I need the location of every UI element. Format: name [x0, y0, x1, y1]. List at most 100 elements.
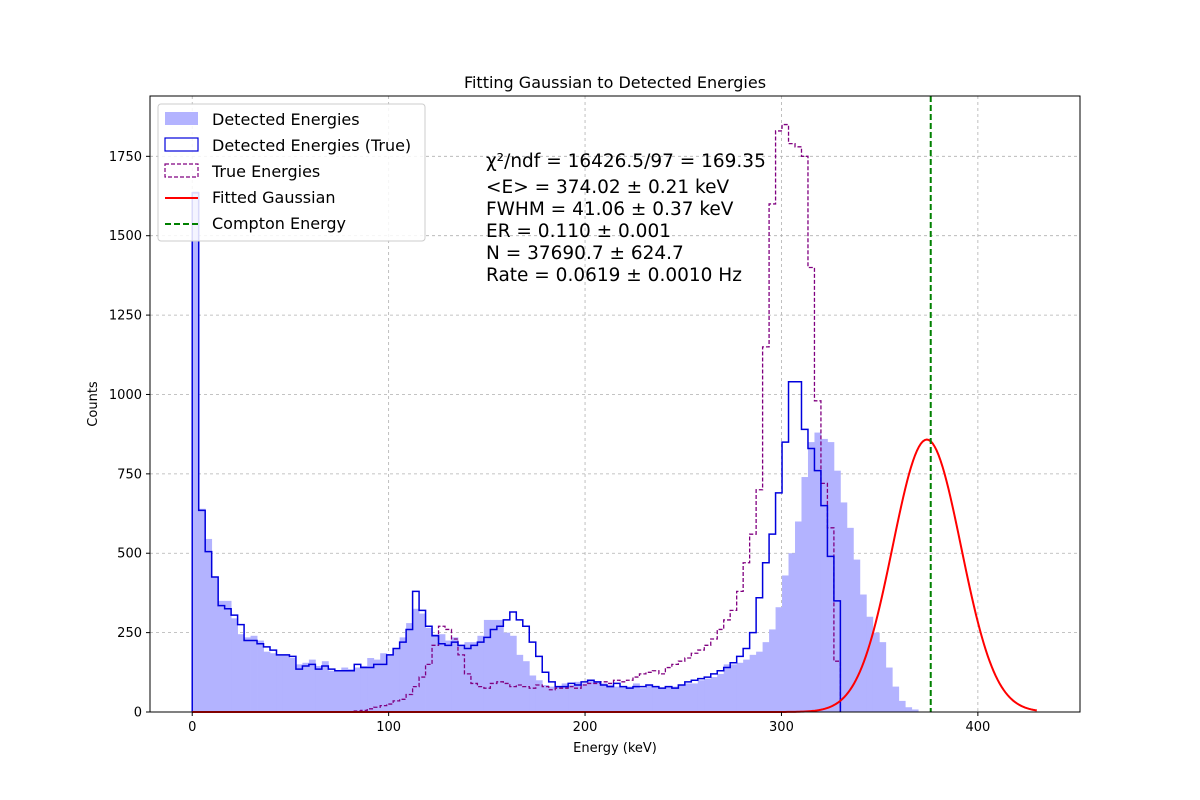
detected-bar — [373, 659, 381, 712]
detected-bar — [496, 619, 504, 712]
detected-bar — [237, 634, 245, 712]
legend-label-true: True Energies — [211, 162, 320, 181]
detected-bar — [231, 618, 238, 712]
detected-bar — [302, 662, 310, 712]
detected-bar — [457, 645, 465, 712]
detected-bar — [399, 637, 407, 712]
x-tick-label: 300 — [769, 720, 794, 735]
detected-bar — [432, 634, 439, 712]
detected-bar — [905, 707, 913, 712]
detected-bar — [360, 665, 368, 712]
annotation-fwhm: FWHM = 41.06 ± 0.37 keV — [486, 199, 734, 220]
legend-entry-gaussian: Fitted Gaussian — [165, 188, 336, 207]
detected-bar — [639, 688, 647, 712]
detected-bar — [263, 651, 271, 712]
detected-bar — [425, 627, 433, 712]
detected-bar — [470, 642, 478, 712]
y-tick-label: 500 — [117, 547, 142, 562]
detected-bar — [775, 607, 783, 712]
stats-annotation: χ²/ndf = 16426.5/97 = 169.35 <E> = 374.0… — [486, 151, 766, 286]
detected-bar — [879, 642, 887, 712]
x-tick-label: 0 — [188, 720, 196, 735]
detected-bar — [218, 600, 226, 712]
detected-bar — [671, 686, 679, 712]
legend-swatch-detected — [165, 112, 198, 125]
detected-bar — [853, 559, 861, 712]
y-tick-label: 1000 — [109, 388, 142, 403]
detected-bar — [198, 508, 206, 712]
detected-bar — [872, 632, 880, 712]
legend-swatch-detected-true — [164, 137, 199, 152]
detected-bar — [561, 683, 569, 712]
series-detected-bars — [192, 191, 919, 712]
detected-bar — [244, 637, 251, 712]
chart-title: Fitting Gaussian to Detected Energies — [464, 73, 766, 92]
detected-bar — [743, 659, 751, 712]
detected-bar — [613, 686, 621, 712]
detected-bar — [620, 686, 627, 712]
annotation-chi2: χ²/ndf = 16426.5/97 = 169.35 — [486, 151, 766, 172]
detected-bar — [568, 685, 576, 712]
detected-bar — [445, 640, 452, 712]
detected-bar — [840, 502, 848, 712]
detected-bar — [684, 683, 692, 712]
y-tick-label: 1250 — [109, 309, 142, 324]
detected-bar — [782, 575, 789, 712]
detected-bar — [334, 670, 342, 712]
y-tick-label: 1500 — [109, 229, 142, 244]
detected-bar — [205, 538, 213, 712]
detected-bar — [393, 648, 401, 712]
detected-bar — [295, 664, 303, 712]
series-true-energies-step — [192, 123, 842, 713]
legend-label-compton: Compton Energy — [212, 214, 346, 233]
y-tick-label: 250 — [117, 626, 142, 641]
detected-bar — [898, 700, 906, 712]
detected-bar — [516, 654, 524, 712]
detected-bar — [581, 683, 589, 712]
detected-bar — [509, 635, 517, 712]
legend-entry-compton: Compton Energy — [165, 214, 346, 233]
detected-bar — [412, 608, 420, 712]
detected-bar — [542, 685, 550, 712]
detected-bar — [529, 675, 537, 712]
detected-bar — [257, 640, 264, 712]
detected-bar — [224, 600, 232, 712]
detected-bar — [574, 681, 582, 712]
detected-bar — [535, 680, 543, 712]
y-tick-label: 1750 — [109, 150, 142, 165]
detected-bar — [801, 477, 809, 712]
detected-bar — [438, 634, 446, 712]
detected-bar — [477, 635, 485, 712]
ticks: 0 100 200 300 400 0 250 500 750 1000 1250 1500 1750 — [109, 150, 990, 735]
detected-bar — [645, 685, 653, 712]
detected-bar — [885, 667, 893, 712]
data-layer — [191, 96, 1037, 713]
detected-bar — [192, 191, 200, 712]
detected-bar — [652, 686, 660, 712]
detected-bar — [347, 669, 355, 712]
annotation-mean: <E> = 374.02 ± 0.21 keV — [486, 177, 729, 198]
detected-bar — [367, 658, 375, 712]
detected-bar — [730, 664, 738, 712]
detected-bar — [859, 594, 867, 712]
x-axis-label: Energy (keV) — [573, 741, 657, 756]
y-tick-label: 0 — [134, 706, 142, 721]
legend-entry-detected-true: Detected Energies (True) — [164, 136, 411, 155]
detected-bar — [328, 670, 336, 712]
detected-bar — [607, 685, 614, 712]
detected-bar — [749, 654, 757, 712]
detected-bar — [490, 619, 498, 712]
detected-bar — [814, 432, 822, 712]
detected-bar — [419, 613, 426, 712]
detected-bar — [820, 438, 828, 712]
detected-bar — [658, 688, 666, 712]
detected-bar — [665, 686, 673, 712]
detected-bar — [406, 623, 413, 712]
detected-bar — [600, 683, 608, 712]
legend: Detected Energies Detected Energies (Tru… — [157, 103, 426, 242]
detected-bar — [380, 653, 388, 712]
annotation-er: ER = 0.110 ± 0.001 — [486, 221, 671, 242]
detected-bar — [833, 470, 841, 712]
detected-bar — [736, 662, 744, 712]
